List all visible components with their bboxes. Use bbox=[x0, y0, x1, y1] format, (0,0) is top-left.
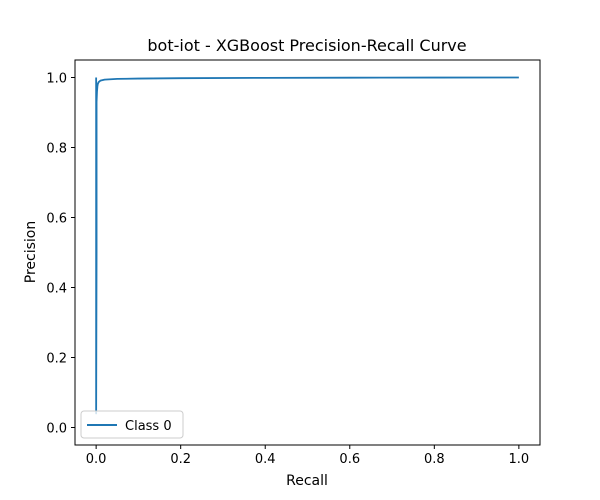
x-tick-label: 0.0 bbox=[86, 452, 107, 467]
y-tick-label: 0.2 bbox=[46, 352, 67, 367]
legend-box bbox=[80, 410, 184, 439]
x-tick-label: 0.2 bbox=[170, 452, 191, 467]
x-tick-label: 0.6 bbox=[339, 452, 360, 467]
series-layer bbox=[95, 76, 519, 415]
chart-title: bot-iot - XGBoost Precision-Recall Curve bbox=[147, 36, 466, 55]
ticks: 0.0 0.2 0.4 0.6 0.8 1.0 0.0 0.2 0.4 0.6 0.8 1.0 bbox=[46, 72, 529, 468]
y-tick-label: 0.8 bbox=[46, 142, 67, 157]
plot-frame bbox=[74, 59, 541, 446]
x-axis-label: Recall bbox=[286, 473, 328, 489]
series-line-class-0 bbox=[95, 76, 519, 415]
legend-label: Class 0 bbox=[125, 419, 172, 434]
y-tick-label: 0.6 bbox=[46, 212, 67, 227]
legend: Class 0 bbox=[80, 410, 184, 439]
y-tick-label: 0.0 bbox=[46, 422, 67, 437]
y-tick-label: 0.4 bbox=[46, 282, 67, 297]
y-tick-label: 1.0 bbox=[46, 72, 67, 87]
y-axis-label: Precision bbox=[23, 221, 39, 283]
x-tick-label: 0.4 bbox=[255, 452, 276, 467]
x-tick-label: 1.0 bbox=[509, 452, 530, 467]
x-tick-label: 0.8 bbox=[424, 452, 445, 467]
